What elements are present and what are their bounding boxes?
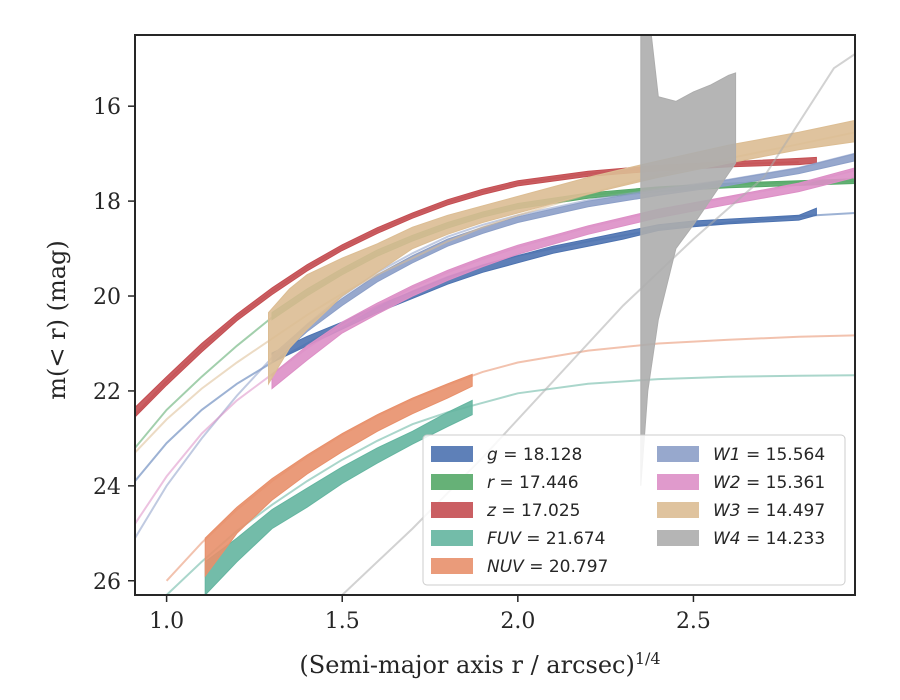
legend-label-fuv: FUV = 21.674 — [487, 529, 605, 549]
series-fuv-model-curve — [165, 374, 855, 595]
x-tick-label: 1.5 — [325, 609, 360, 634]
legend-swatch-r — [431, 474, 473, 490]
legend: g = 18.128 r = 17.446 z = 17.025 FUV = 21.6… — [422, 434, 846, 586]
legend-swatch-w4 — [657, 530, 699, 546]
y-tick-label: 24 — [93, 475, 121, 500]
x-axis: 1.0 1.5 2.0 2.5 — [149, 595, 711, 634]
plot-frame — [134, 34, 856, 596]
legend-swatch-w2 — [657, 474, 699, 490]
legend-swatch-g — [431, 446, 473, 462]
series-w3-band — [268, 119, 855, 386]
legend-swatch-fuv — [431, 530, 473, 546]
y-axis-label: m(< r) (mag) — [43, 240, 71, 399]
legend-swatch-nuv — [431, 558, 473, 574]
x-axis-label: (Semi-major axis r / arcsec)1/4 — [299, 649, 660, 679]
legend-label-g: g = 18.128 — [487, 445, 582, 465]
series-nuv-band — [204, 373, 473, 578]
series-w4-band — [640, 35, 737, 486]
y-tick-label: 18 — [93, 190, 121, 215]
legend-label-w1: W1 = 15.564 — [713, 445, 825, 465]
x-tick-label: 2.5 — [676, 609, 711, 634]
legend-swatch-w3 — [657, 502, 699, 518]
legend-label-w4: W4 = 14.233 — [713, 529, 825, 549]
legend-label-r: r = 17.446 — [487, 473, 579, 493]
legend-swatch-w1 — [657, 446, 699, 462]
legend-label-nuv: NUV = 20.797 — [487, 557, 608, 577]
y-axis: 16 18 20 22 24 26 — [93, 95, 135, 595]
legend-label-z: z = 17.025 — [486, 501, 580, 521]
y-tick-label: 26 — [93, 570, 121, 595]
x-tick-label: 1.0 — [149, 609, 184, 634]
series-fuv-band — [204, 399, 473, 595]
legend-label-w2: W2 = 15.361 — [713, 473, 825, 493]
series-w1-band — [271, 153, 855, 364]
x-tick-label: 2.0 — [500, 609, 535, 634]
legend-label-w3: W3 = 14.497 — [713, 501, 825, 521]
y-tick-label: 16 — [93, 95, 121, 120]
y-tick-label: 20 — [93, 285, 121, 310]
legend-box — [422, 434, 846, 586]
legend-swatch-z — [431, 502, 473, 518]
plot-area — [135, 35, 855, 595]
y-tick-label: 22 — [93, 380, 121, 405]
series-w2-band — [271, 167, 855, 390]
